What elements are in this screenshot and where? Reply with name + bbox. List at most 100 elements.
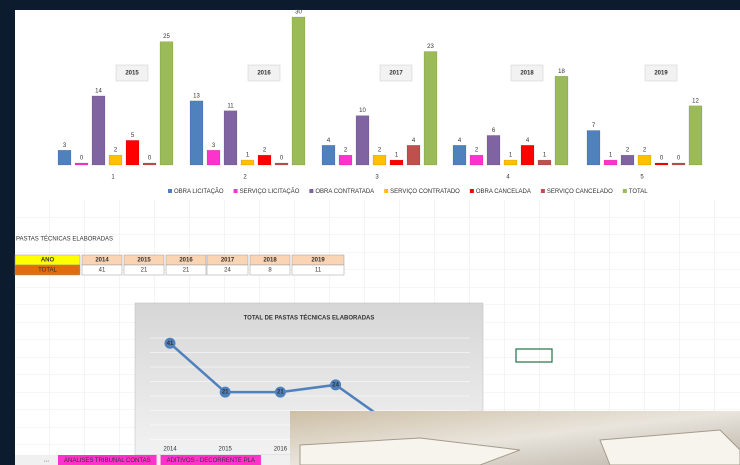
marker: [164, 337, 176, 349]
sheet-tab-label[interactable]: ANALISES TRIBUNAL CONTAS: [64, 458, 151, 464]
cell-text: 8: [268, 268, 272, 274]
data-label: 41: [167, 341, 174, 347]
data-label: 2: [344, 148, 348, 154]
bar: [206, 149, 221, 166]
bar: [240, 159, 255, 166]
data-label: 10: [359, 108, 366, 114]
data-label: 0: [660, 156, 664, 162]
bar: [620, 154, 635, 166]
bar: [586, 130, 601, 166]
bar: [654, 162, 669, 166]
annotation: 2015: [125, 71, 139, 77]
bar: [125, 140, 140, 166]
data-label: 11: [227, 103, 234, 109]
annotation-box: [379, 64, 413, 82]
sheet-tab-label[interactable]: ADITIVOS - DECORRENTE PLA: [167, 458, 255, 464]
bar: [223, 110, 238, 166]
legend-swatch: [469, 189, 474, 193]
data-label: 3: [63, 143, 67, 149]
data-label: 23: [427, 44, 434, 50]
data-label: 2: [643, 148, 647, 154]
marker: [219, 386, 231, 398]
data-label: 4: [327, 138, 331, 144]
annotation: 2016: [257, 71, 271, 77]
bar: [291, 16, 306, 166]
data-label: 2: [378, 148, 382, 154]
header-text: 2015: [137, 258, 151, 264]
legend-label: TOTAL: [629, 189, 648, 195]
data-label: 0: [677, 156, 681, 162]
header-text: 2019: [311, 258, 325, 264]
bar: [469, 154, 484, 166]
bar: [257, 154, 272, 166]
data-label: 3: [212, 143, 216, 149]
marker: [274, 386, 286, 398]
data-label: 30: [295, 10, 302, 16]
table-title: PASTAS TÉCNICAS ELABORADAS: [16, 236, 113, 243]
category-label: 3: [375, 175, 379, 181]
cell: [123, 264, 165, 276]
x-tick-label: 2014: [163, 447, 177, 453]
bar: [57, 149, 72, 166]
cell-text: 41: [99, 268, 106, 274]
annotation-box: [510, 64, 544, 82]
data-label: 4: [458, 138, 462, 144]
bar: [389, 159, 404, 166]
header-text: 2016: [179, 258, 193, 264]
data-label: 12: [692, 98, 699, 104]
bar: [91, 95, 106, 166]
bar: [688, 105, 703, 166]
legend-label: OBRA LICITAÇÃO: [174, 188, 224, 195]
chart-title: TOTAL DE PASTAS TÉCNICAS ELABORADAS: [244, 314, 375, 322]
legend-swatch: [622, 189, 627, 193]
data-label: 14: [95, 89, 102, 95]
cell: [81, 264, 123, 276]
bar: [406, 145, 421, 166]
data-label: 5: [131, 133, 135, 139]
bar: [637, 154, 652, 166]
legend-swatch: [384, 189, 389, 193]
bar: [355, 115, 370, 166]
bar: [520, 145, 535, 166]
cell-text: 11: [315, 268, 322, 274]
annotation: 2017: [389, 71, 403, 77]
data-label: 1: [509, 153, 513, 159]
header-text: 2014: [95, 258, 109, 264]
data-label: 2: [626, 148, 630, 154]
legend-label: SERVIÇO CANCELADO: [547, 189, 613, 195]
data-label: 0: [148, 156, 152, 162]
bar: [321, 145, 336, 166]
data-label: 1: [395, 153, 399, 159]
category-label: 4: [506, 175, 510, 181]
selected-cell[interactable]: [515, 348, 553, 363]
bar: [423, 51, 438, 166]
category-label: 2: [243, 175, 247, 181]
data-label: 21: [222, 390, 229, 396]
bar: [338, 154, 353, 166]
data-label: 1: [609, 153, 613, 159]
data-label: 4: [526, 138, 530, 144]
cell: [249, 264, 291, 276]
sheet-tab[interactable]: [58, 455, 157, 465]
x-tick-label: 2015: [219, 447, 233, 453]
cell-text: TOTAL: [38, 268, 57, 274]
data-label: 4: [412, 138, 416, 144]
bar: [108, 154, 123, 166]
cell-text: 21: [183, 268, 190, 274]
data-label: 7: [592, 123, 596, 129]
annotation-box: [115, 64, 149, 82]
legend-swatch: [309, 189, 314, 193]
data-label: 2: [475, 148, 479, 154]
bar: [74, 162, 89, 166]
data-label: 1: [246, 153, 250, 159]
cell: [291, 264, 345, 276]
data-label: 1: [543, 153, 547, 159]
category-label: 5: [640, 175, 644, 181]
legend-label: SERVIÇO LICITAÇÃO: [240, 188, 300, 195]
data-label: 2: [263, 148, 267, 154]
header-text: 2018: [263, 258, 277, 264]
cell: [206, 264, 249, 276]
sheet-tab[interactable]: [160, 455, 261, 465]
bar: [372, 154, 387, 166]
